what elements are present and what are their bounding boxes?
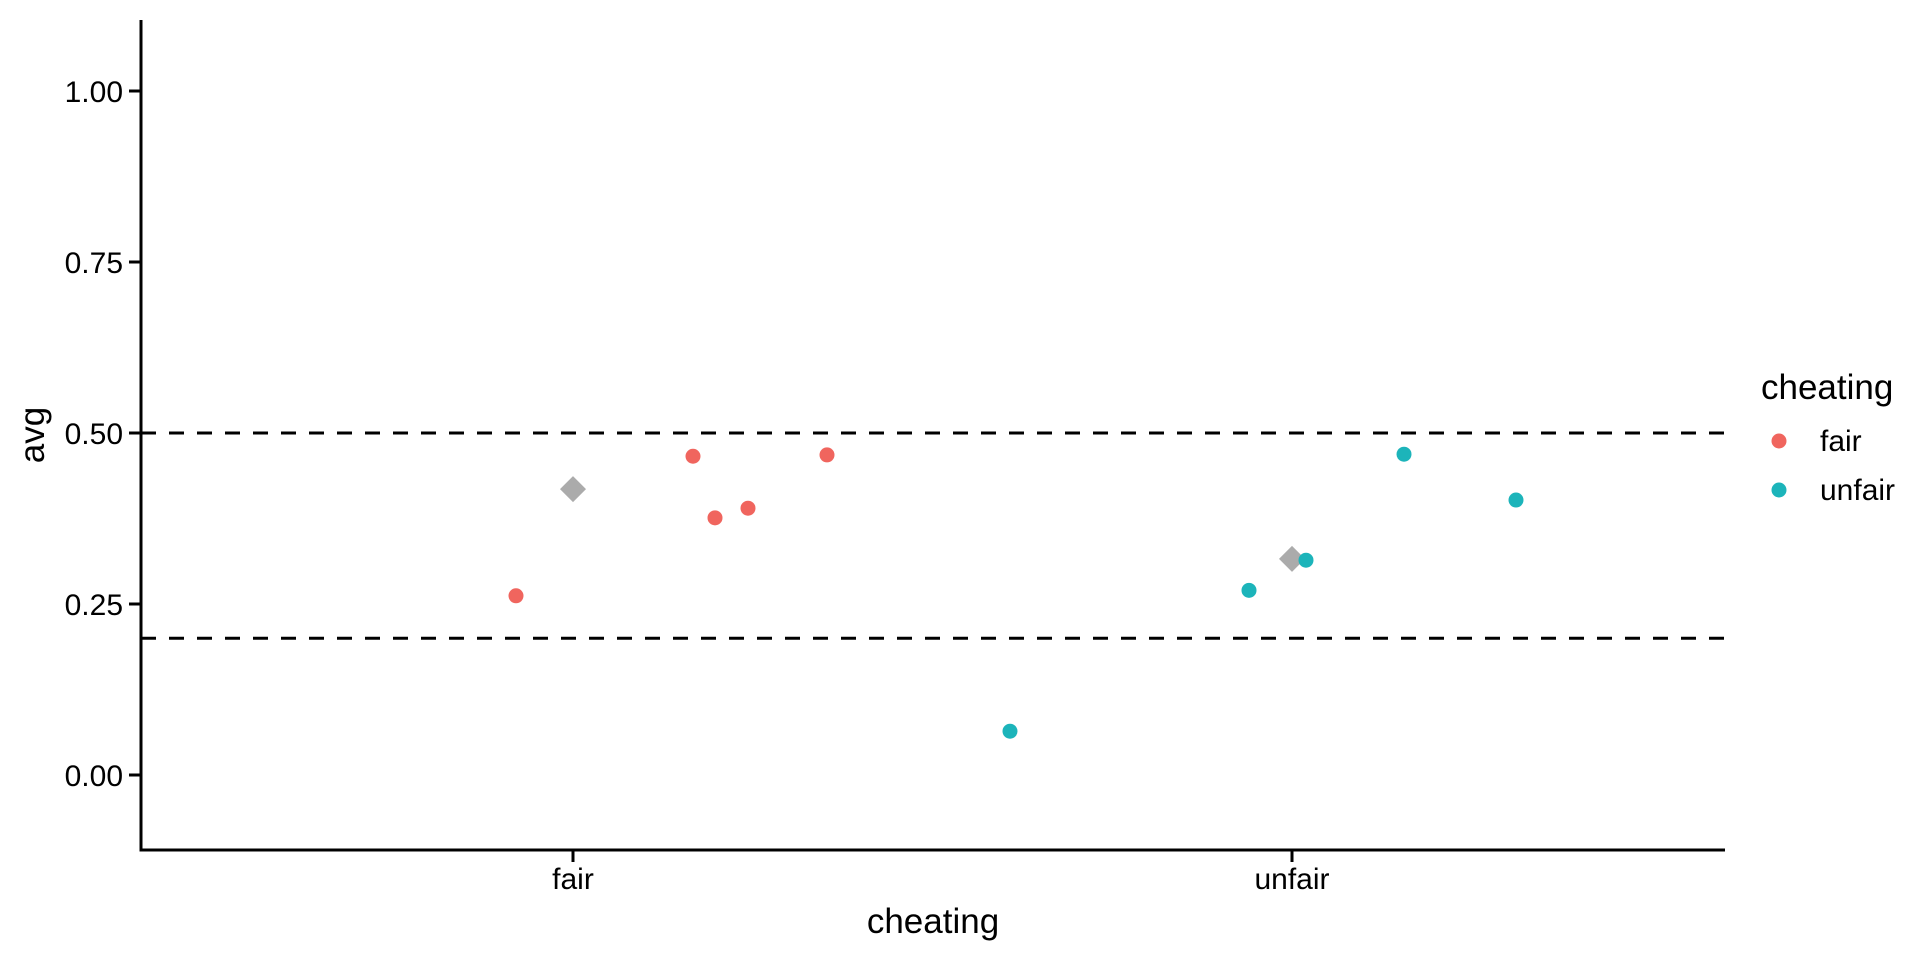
x-axis-title: cheating	[867, 902, 999, 941]
legend-title: cheating	[1761, 368, 1893, 407]
legend-label-unfair: unfair	[1820, 474, 1895, 507]
point-unfair-1	[1241, 582, 1257, 598]
legend: cheating fair unfair	[1761, 368, 1895, 507]
data-points-group	[508, 446, 1524, 739]
y-tick-label-0.75: 0.75	[65, 247, 123, 280]
axes-group: 0.00 0.25 0.50 0.75 1.00 fair unfair	[65, 20, 1725, 896]
y-tick-label-1.00: 1.00	[65, 76, 123, 109]
point-unfair-0	[1002, 723, 1018, 739]
y-tick-label-0.25: 0.25	[65, 589, 123, 622]
mean-diamond-unfair	[1279, 545, 1305, 572]
legend-label-fair: fair	[1820, 425, 1862, 458]
group-means-group	[560, 476, 1305, 572]
legend-key-fair	[1771, 433, 1787, 449]
reference-lines-group	[141, 431, 1725, 640]
point-fair-0	[508, 588, 524, 604]
point-unfair-3	[1396, 446, 1412, 462]
point-fair-1	[685, 448, 701, 464]
point-unfair-2	[1298, 552, 1314, 568]
point-fair-4	[819, 447, 835, 463]
y-tick-label-0.50: 0.50	[65, 418, 123, 451]
y-axis-title: avg	[13, 407, 52, 463]
x-tick-label-fair: fair	[552, 863, 594, 896]
x-tick-label-unfair: unfair	[1254, 863, 1329, 896]
y-tick-label-0.00: 0.00	[65, 760, 123, 793]
mean-diamond-fair	[560, 476, 586, 503]
legend-key-unfair	[1771, 482, 1787, 498]
point-unfair-4	[1508, 492, 1524, 508]
point-fair-3	[740, 500, 756, 516]
point-fair-2	[707, 510, 723, 526]
